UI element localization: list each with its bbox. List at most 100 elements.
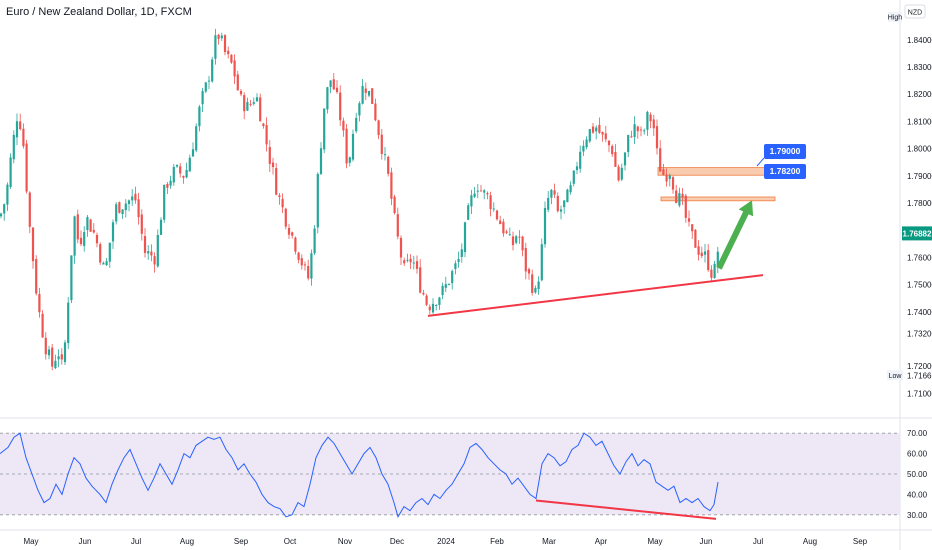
candle-down [425, 295, 428, 305]
candle-down [694, 229, 697, 248]
trendlines[interactable] [427, 274, 764, 317]
candle-down [390, 172, 393, 199]
candle-down [607, 140, 611, 146]
candle-up [444, 284, 447, 288]
price-tick: 1.78000 [907, 199, 932, 208]
candle-down [150, 251, 153, 256]
time-tick: Dec [390, 537, 404, 546]
last-price-bg [902, 226, 932, 241]
candle-up [543, 208, 547, 245]
candle-up [6, 184, 9, 205]
candle-up [83, 232, 86, 246]
candle-up [211, 59, 214, 82]
candle-down [495, 210, 499, 220]
candle-up [163, 184, 166, 220]
rsi-band [0, 432, 900, 516]
candle-up [627, 135, 630, 153]
candle-up [473, 193, 476, 197]
candle-down [217, 34, 220, 39]
candle-down [687, 218, 691, 222]
time-tick: May [647, 537, 662, 546]
candle-up [67, 302, 70, 344]
candle-up [323, 108, 326, 150]
candle-down [614, 151, 617, 167]
candle-up [550, 189, 553, 198]
candle-up [447, 283, 451, 285]
annotations[interactable]: 1.79000 1.78200 [716, 144, 806, 270]
supply-zone-2[interactable] [660, 196, 776, 202]
price-axis[interactable]: NZD High 1.84000 1.83000 1.82000 1.81000 1.800… [887, 4, 932, 520]
candle-down [380, 134, 383, 154]
candle-up [476, 190, 479, 192]
target-label-2[interactable]: 1.78200 [764, 164, 806, 179]
candle-up [3, 204, 6, 214]
candle-up [15, 121, 19, 138]
candle-down [230, 54, 233, 63]
candle-down [271, 162, 275, 168]
candle-up [572, 170, 575, 184]
currency-label[interactable]: NZD [904, 4, 926, 19]
target-label-1[interactable]: 1.79000 [764, 144, 806, 159]
candle-down [243, 95, 246, 112]
candle-up [102, 262, 105, 265]
high-badge-bg [888, 12, 902, 22]
candle-down [332, 79, 335, 90]
candle-up [316, 173, 319, 228]
candle-up [63, 342, 67, 363]
candle-up [467, 205, 470, 220]
candle-down [31, 227, 35, 262]
candle-down [374, 103, 377, 121]
time-tick: Nov [338, 537, 352, 546]
support-trendline[interactable] [427, 274, 764, 317]
rsi-indicator [0, 432, 719, 520]
candle-up [86, 216, 89, 231]
time-tick: Aug [803, 537, 817, 546]
low-badge-bg [887, 370, 903, 381]
candle-up [460, 249, 463, 257]
candle-up [220, 35, 223, 39]
candle-up [515, 236, 518, 243]
candle-down [249, 103, 252, 105]
upside-arrow[interactable] [716, 200, 754, 270]
time-axis[interactable]: May Jun Jul Aug Sep Oct Nov Dec 2024 Feb Mar Apr May… [23, 537, 867, 546]
rsi-divergence-line[interactable] [535, 499, 717, 520]
rsi-tick: 30.00 [907, 511, 928, 520]
currency-text: NZD [908, 10, 922, 17]
candle-down [291, 232, 294, 236]
candle-down [294, 237, 297, 252]
candle-up [547, 197, 550, 210]
candle-up [569, 185, 572, 193]
candle-down [684, 195, 687, 218]
chart-title: Euro / New Zealand Dollar, 1D, FXCM [6, 6, 192, 18]
candle-down [524, 248, 527, 272]
price-tick: 1.83000 [907, 63, 932, 72]
candle-down [505, 231, 508, 233]
candle-up [0, 213, 3, 217]
candle-up [214, 35, 217, 59]
candle-up [623, 152, 627, 166]
candle-down [479, 190, 483, 192]
candle-down [60, 354, 63, 360]
candle-down [521, 236, 524, 251]
candle-down [268, 147, 271, 164]
candle-up [57, 356, 60, 360]
candle-up [147, 251, 150, 254]
supply-zone-1[interactable] [657, 167, 779, 176]
price-tick: 1.73200 [907, 330, 932, 339]
candle-up [198, 106, 201, 127]
low-value-label: 1.71666 [904, 369, 932, 382]
candle-up [105, 261, 108, 266]
candle-up [175, 164, 179, 167]
candle-up [121, 209, 124, 214]
target-label-bg [764, 164, 806, 179]
rsi-tick: 60.00 [907, 450, 928, 459]
candle-down [143, 236, 147, 253]
currency-box [904, 4, 926, 19]
candle-up [351, 133, 355, 160]
candle-up [588, 129, 591, 142]
low-badge-text: Low [889, 373, 903, 380]
candle-down [259, 97, 262, 122]
target-label-text: 1.79000 [770, 146, 801, 156]
candle-down [307, 265, 310, 279]
